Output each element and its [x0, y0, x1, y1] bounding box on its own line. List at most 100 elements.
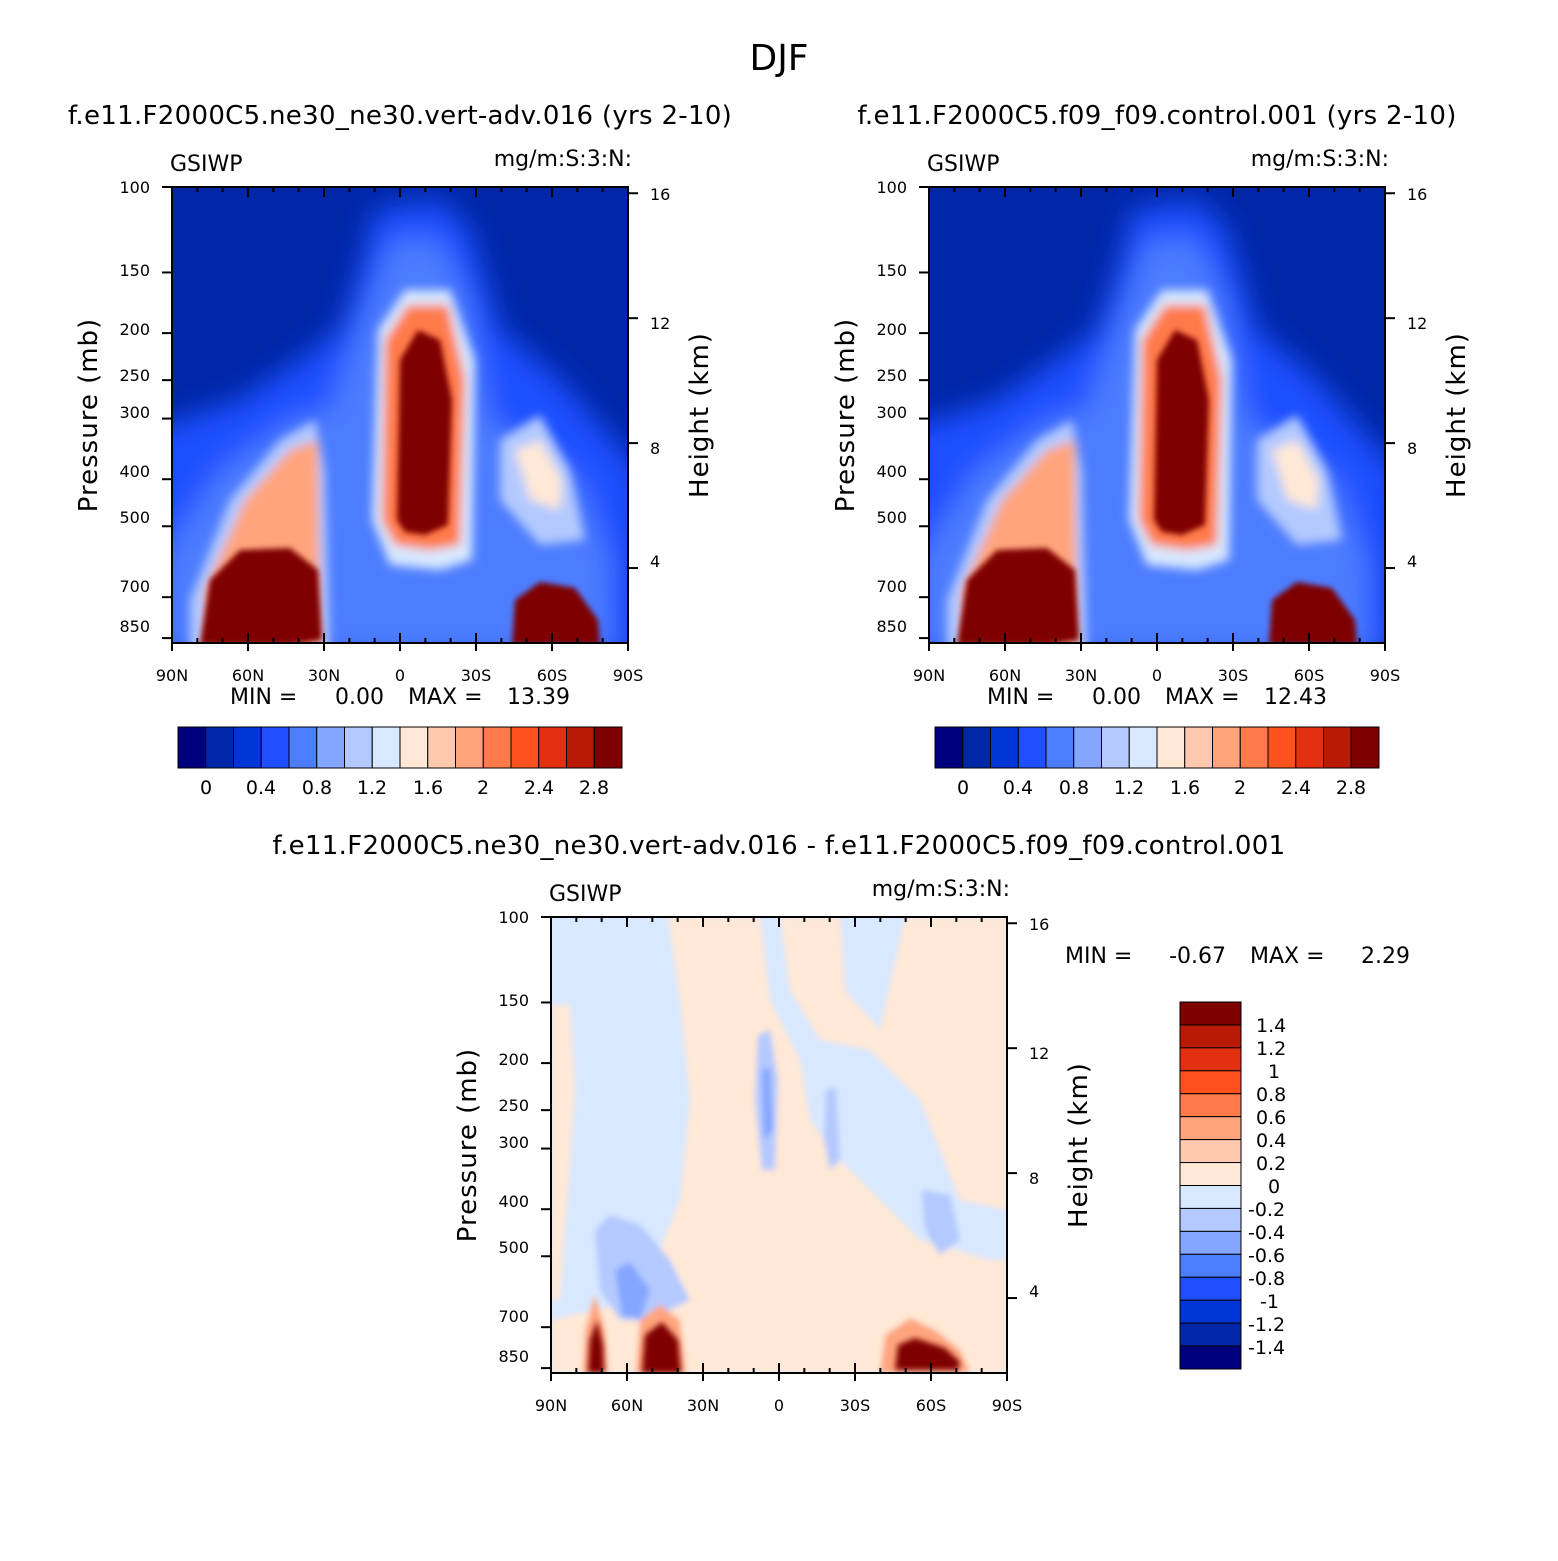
colorbar-label: 2.4: [1281, 777, 1311, 799]
colorbar-label: 2.4: [524, 777, 554, 799]
axis-ticks: [162, 186, 638, 651]
y-tick-label: 700: [498, 1307, 529, 1326]
x-tick-label: 90N: [156, 666, 188, 685]
colorbar-swatch: [1179, 1185, 1242, 1209]
colorbar-label: 1.2: [1256, 1038, 1286, 1060]
stats: MIN = 0.00 MAX = 13.39: [230, 685, 570, 710]
colorbar-label: 0.6: [1256, 1107, 1286, 1129]
y2-tick-label: 8: [1029, 1169, 1039, 1188]
field-negative-region: [762, 1068, 773, 1140]
x-tick-label: 60S: [916, 1396, 947, 1415]
x-tick-label: 90N: [913, 666, 945, 685]
field-detail-layer: [551, 917, 1007, 1373]
y-tick-label: 100: [119, 178, 150, 197]
x-tick-label: 30S: [461, 666, 492, 685]
colorbar-label: 1.6: [1170, 777, 1200, 799]
colorbar-swatch: [1184, 726, 1213, 769]
colorbar-swatch: [510, 726, 540, 769]
panel-model-vert-adv: f.e11.F2000C5.ne30_ne30.vert-adv.016 (yr…: [68, 101, 732, 799]
colorbar-swatch: [1101, 726, 1130, 769]
colorbar-swatches: [177, 726, 623, 769]
colorbar-label: 2.8: [579, 777, 609, 799]
field-negative-region: [824, 1088, 840, 1170]
y-axis: 100 150 200 250 300 400 500 700 850 Pres…: [453, 908, 529, 1366]
y-tick-label: 250: [119, 366, 150, 385]
colorbar-swatch: [260, 726, 290, 769]
stats: MIN = -0.67 MAX = 2.29: [1065, 944, 1410, 969]
colorbar-swatch: [177, 726, 207, 769]
variable-label: GSIWP: [549, 882, 622, 907]
panel-difference: f.e11.F2000C5.ne30_ne30.vert-adv.016 - f…: [273, 831, 1410, 1415]
field-core-positive: [588, 1320, 604, 1373]
y-axis-label: Pressure (mb): [831, 318, 861, 512]
x-tick-label: 90S: [1370, 666, 1401, 685]
y-tick-label: 200: [119, 320, 150, 339]
colorbar-swatch: [1179, 1116, 1242, 1141]
colorbar-swatch: [455, 726, 484, 769]
colorbar-label: -0.8: [1248, 1268, 1285, 1290]
field-core-layer: [588, 1320, 960, 1373]
colorbar: 0 0.4 0.8 1.2 1.6 2 2.4 2.8: [957, 777, 1366, 799]
y2-axis-label: Height (km): [1064, 1062, 1094, 1228]
colorbar-swatch: [316, 726, 345, 769]
colorbar-label: 2.8: [1336, 777, 1366, 799]
field-sh-warm: [515, 440, 562, 510]
field-negative-region: [922, 1190, 960, 1255]
y2-tick-label: 8: [650, 439, 660, 458]
panel-title: f.e11.F2000C5.ne30_ne30.vert-adv.016 (yr…: [68, 101, 732, 131]
y-tick-label: 250: [498, 1096, 529, 1115]
min-value: 0.00: [335, 685, 384, 710]
colorbar-swatch: [1179, 1162, 1242, 1186]
colorbar-swatch: [1179, 1322, 1242, 1347]
y2-tick-label: 4: [650, 552, 660, 571]
x-tick-label: 0: [1152, 666, 1162, 685]
field-positive-region: [551, 1005, 575, 1300]
y-tick-label: 850: [498, 1347, 529, 1366]
colorbar-label: 1.4: [1256, 1015, 1286, 1037]
min-value: 0.00: [1092, 685, 1141, 710]
colorbar-swatch: [1179, 1345, 1242, 1370]
y-tick-label: 400: [119, 462, 150, 481]
y2-axis: 16 12 8 4 Height (km): [650, 185, 715, 571]
y-axis-label: Pressure (mb): [453, 1048, 483, 1242]
colorbar-swatch: [1045, 726, 1075, 769]
colorbar-label: 0.4: [1003, 777, 1033, 799]
y-tick-label: 300: [498, 1133, 529, 1152]
max-label: MAX =: [1165, 685, 1240, 710]
x-tick-label: 30N: [308, 666, 340, 685]
min-value: -0.67: [1169, 944, 1226, 969]
colorbar-swatch: [566, 726, 595, 769]
colorbar-label: 0.4: [246, 777, 276, 799]
colorbar-swatch: [934, 726, 964, 769]
x-tick-label: 60S: [537, 666, 568, 685]
y2-axis-label: Height (km): [685, 332, 715, 498]
x-axis: 90N 60N 30N 0 30S 60S 90S: [156, 666, 643, 685]
colorbar-swatches: [1179, 1001, 1242, 1370]
colorbar-label: -0.4: [1248, 1222, 1285, 1244]
y-tick-label: 200: [498, 1050, 529, 1069]
colorbar-swatch: [1179, 1001, 1242, 1026]
max-value: 12.43: [1264, 685, 1327, 710]
colorbar-label: 1.6: [413, 777, 443, 799]
colorbar-swatch: [1156, 726, 1186, 769]
colorbar-swatch: [482, 726, 512, 769]
max-value: 2.29: [1361, 944, 1410, 969]
y2-tick-label: 4: [1407, 552, 1417, 571]
colorbar-label: 0.2: [1256, 1153, 1286, 1175]
figure-suptitle: DJF: [749, 38, 808, 79]
colorbar-swatch: [233, 726, 262, 769]
colorbar-label: -0.2: [1248, 1199, 1285, 1221]
colorbar-swatch: [1073, 726, 1102, 769]
field-negative-region: [615, 1262, 650, 1320]
colorbar-swatch: [1350, 726, 1380, 769]
colorbar-label: 2: [477, 777, 489, 799]
axis-ticks: [919, 186, 1395, 651]
field-core-positive: [642, 1322, 681, 1373]
y-tick-label: 300: [876, 403, 907, 422]
y-tick-label: 700: [876, 577, 907, 596]
x-axis: 90N 60N 30N 0 30S 60S 90S: [913, 666, 1400, 685]
field-core-nh: [957, 548, 1079, 643]
y-tick-label: 850: [119, 617, 150, 636]
y2-tick-label: 4: [1029, 1282, 1039, 1301]
x-tick-label: 60S: [1294, 666, 1325, 685]
